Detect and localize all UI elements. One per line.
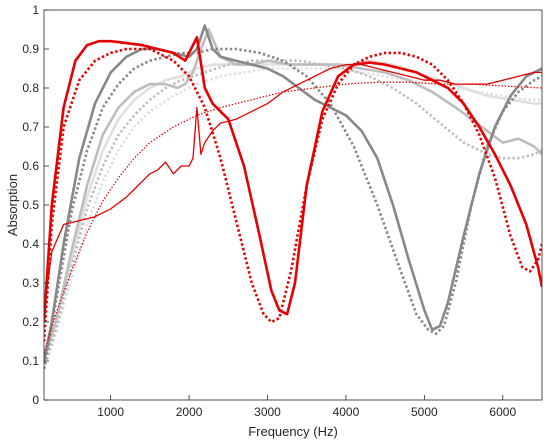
y-tick-label: 0.3 <box>22 276 39 290</box>
y-axis-ticks: 0 0.1 0.2 0.3 0.4 0.5 0.6 0.7 0.8 0.9 1 <box>22 3 49 407</box>
series-line-2 <box>44 47 542 342</box>
y-tick-label: 0.6 <box>22 159 39 173</box>
series-line-7 <box>44 28 542 362</box>
y-tick-label: 0.7 <box>22 120 39 134</box>
x-tick-label: 4000 <box>333 405 360 419</box>
series-line-1 <box>44 35 542 323</box>
x-axis-title: Frequency (Hz) <box>248 424 338 439</box>
y-tick-label: 0.9 <box>22 42 39 56</box>
y-tick-label: 0.4 <box>22 237 39 251</box>
x-tick-label: 6000 <box>489 405 516 419</box>
series-line-4 <box>44 81 542 354</box>
y-tick-label: 1 <box>32 3 39 17</box>
series-layer <box>44 24 542 370</box>
x-tick-label: 2000 <box>176 405 203 419</box>
series-line-3 <box>44 63 542 311</box>
x-tick-label: 1000 <box>97 405 124 419</box>
series-line-5 <box>44 24 542 362</box>
y-tick-label: 0.8 <box>22 81 39 95</box>
y-axis-title: Absorption <box>5 174 20 236</box>
y-tick-label: 0.5 <box>22 198 39 212</box>
x-tick-label: 3000 <box>254 405 281 419</box>
series-line-6 <box>44 47 542 370</box>
y-tick-label: 0.2 <box>22 315 39 329</box>
y-tick-label: 0 <box>32 393 39 407</box>
y-tick-label: 0.1 <box>22 354 39 368</box>
series-line-8 <box>44 59 542 370</box>
x-axis-ticks: 1000 2000 3000 4000 5000 6000 <box>97 395 516 419</box>
x-tick-label: 5000 <box>411 405 438 419</box>
